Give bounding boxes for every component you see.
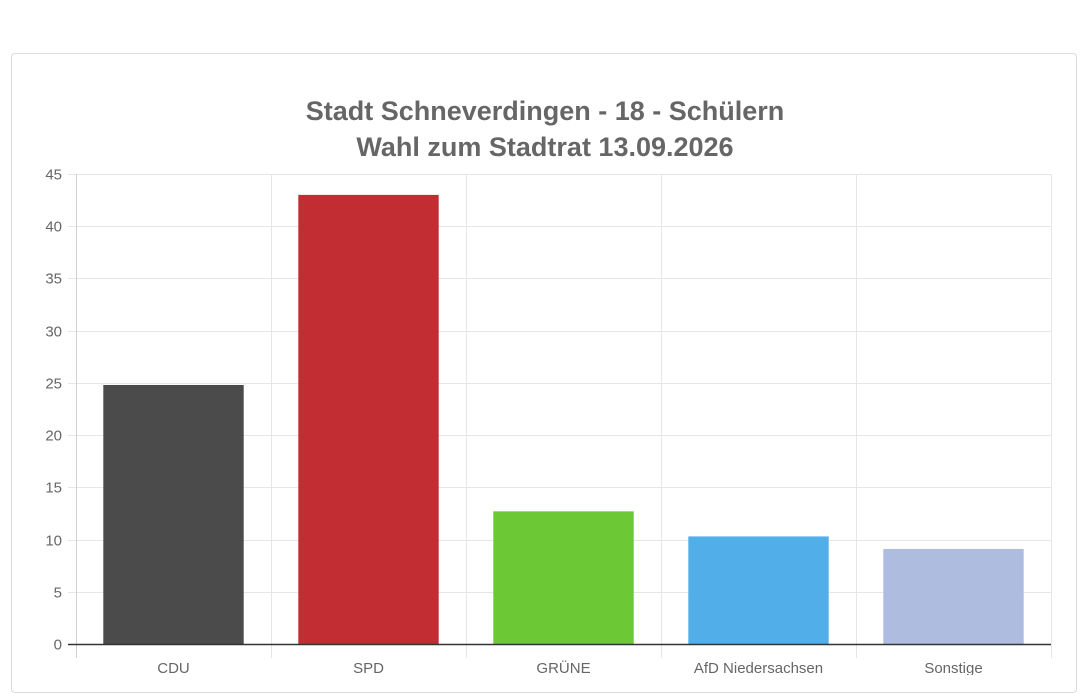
bars (103, 194, 1024, 644)
y-axis: 0 5 10 15 20 25 30 35 40 45 (45, 167, 77, 658)
y-tick-label: 0 (54, 637, 62, 654)
x-tick-label: SPD (353, 660, 384, 675)
bar-chart: Stadt Schneverdingen - 18 - Schülern Wah… (45, 96, 1052, 675)
y-tick-label: 20 (45, 428, 62, 445)
chart-title-line-2: Wahl zum Stadtrat 13.09.2026 (356, 132, 733, 162)
bar-spd[interactable] (298, 194, 439, 644)
x-tick-label: GRÜNE (536, 659, 590, 675)
y-tick-label: 40 (45, 219, 62, 236)
y-tick-label: 35 (45, 271, 62, 288)
bar-sonstige[interactable] (883, 548, 1024, 644)
y-tick-label: 5 (54, 585, 62, 602)
bar-afd-niedersachsen[interactable] (688, 536, 829, 644)
x-tick-label: AfD Niedersachsen (694, 660, 823, 675)
x-tick-label: CDU (157, 660, 190, 675)
chart-title-line-1: Stadt Schneverdingen - 18 - Schülern (306, 96, 785, 126)
chart-title: Stadt Schneverdingen - 18 - Schülern Wah… (306, 96, 785, 162)
x-tick-label: Sonstige (924, 660, 982, 675)
y-tick-label: 15 (45, 480, 62, 497)
bar-gr-ne[interactable] (493, 511, 634, 644)
y-tick-label: 10 (45, 533, 62, 550)
y-tick-label: 25 (45, 376, 62, 393)
y-tick-label: 45 (45, 167, 62, 184)
x-axis: CDU SPD GRÜNE AfD Niedersachsen Sonstige (68, 643, 1051, 675)
y-tick-label: 30 (45, 324, 62, 341)
bar-cdu[interactable] (103, 384, 244, 644)
